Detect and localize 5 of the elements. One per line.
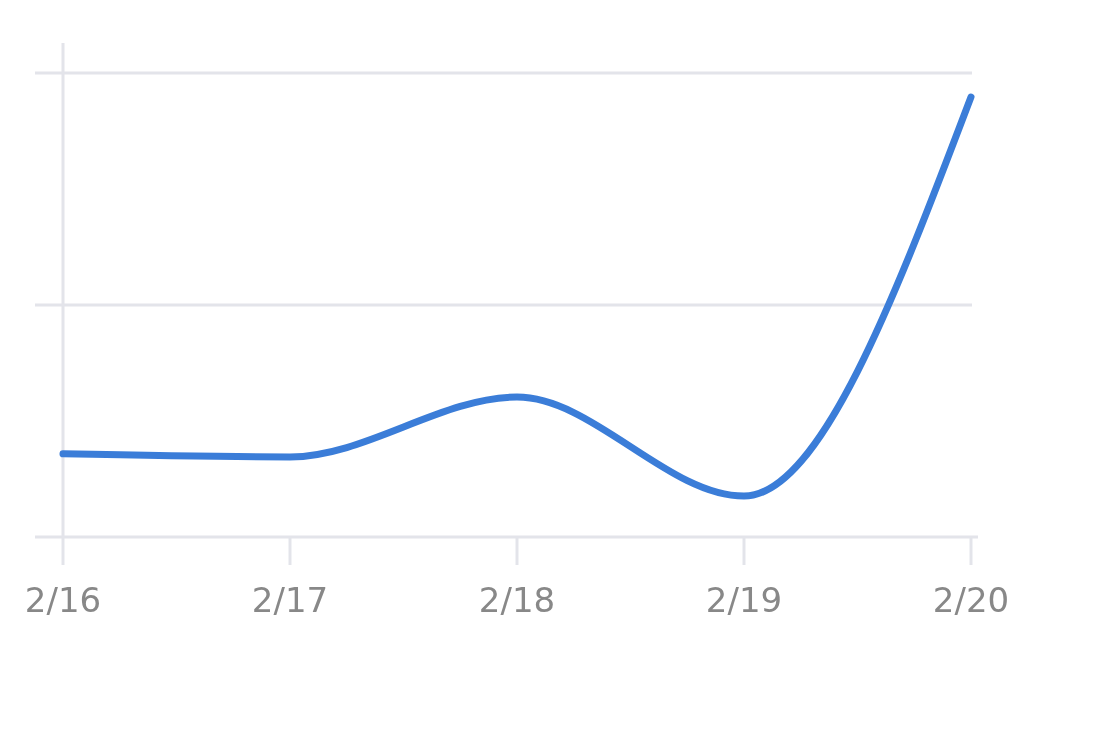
x-tick-label: 2/18: [478, 580, 556, 620]
x-tick-label: 2/16: [24, 580, 102, 620]
x-tick-label: 2/20: [932, 580, 1010, 620]
x-tick-label: 2/19: [705, 580, 783, 620]
x-tick-label: 2/17: [251, 580, 329, 620]
